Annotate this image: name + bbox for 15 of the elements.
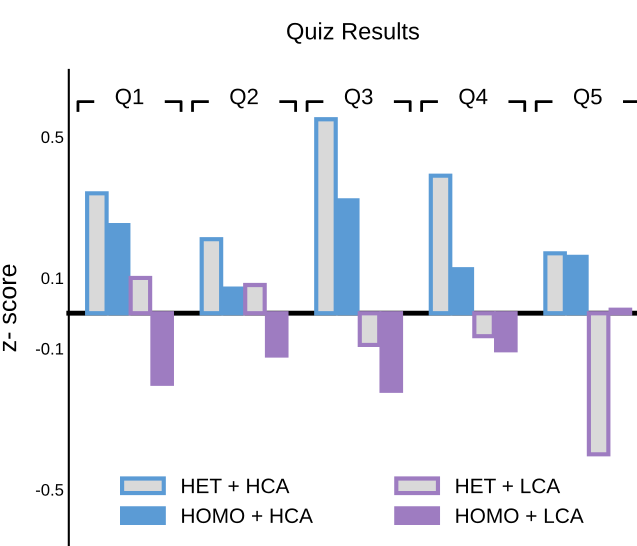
y-tick-label: 0.5	[41, 131, 64, 144]
x-tick-label: Q5	[574, 88, 602, 108]
legend-label: HOMO + HCA	[182, 508, 313, 524]
legend-label: HET + HCA	[182, 478, 290, 494]
chart-title: Quiz Results	[287, 22, 419, 44]
x-tick-label: Q4	[459, 88, 488, 108]
y-tick-label: -0.1	[36, 342, 64, 355]
y-tick-label: 0.1	[41, 272, 64, 284]
y-tick-label: -0.5	[36, 484, 64, 496]
x-tick-label: Q3	[344, 88, 372, 108]
y-axis-title: z- score	[2, 264, 16, 352]
x-tick-label: Q1	[116, 88, 144, 108]
legend-label: HET + LCA	[456, 478, 560, 494]
x-tick-label: Q2	[230, 88, 258, 108]
legend-label: HOMO + LCA	[456, 508, 584, 524]
